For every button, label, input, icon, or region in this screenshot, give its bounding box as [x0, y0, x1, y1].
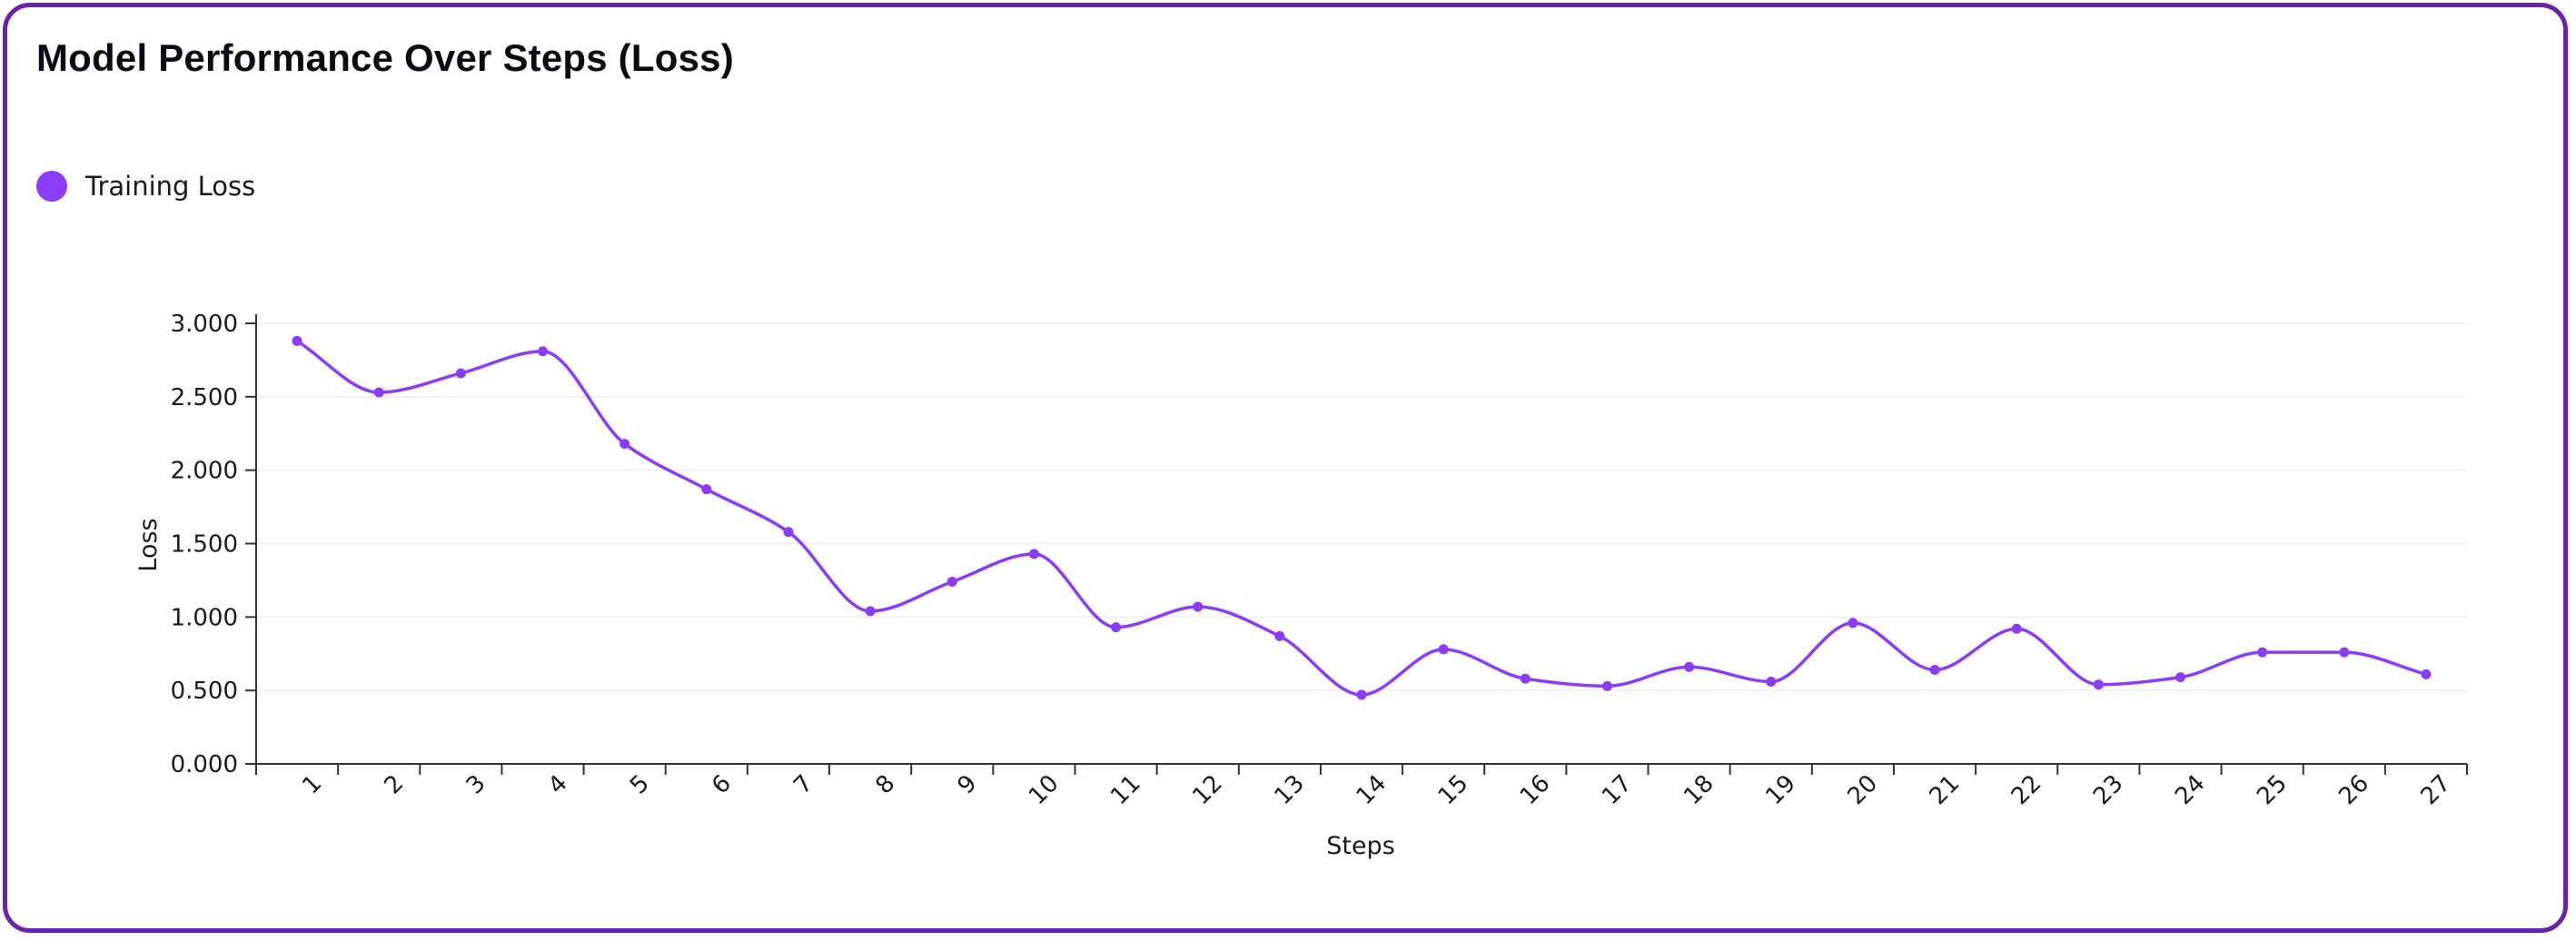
data-point[interactable]	[1601, 680, 1612, 691]
data-point[interactable]	[2175, 672, 2185, 683]
y-tick-label: 0.000	[171, 751, 238, 778]
data-point[interactable]	[701, 484, 712, 495]
data-point[interactable]	[2011, 623, 2022, 634]
x-tick-label: 24	[2170, 770, 2211, 811]
data-point[interactable]	[619, 439, 630, 450]
series-line-training-loss	[296, 339, 2427, 697]
data-point[interactable]	[1684, 661, 1695, 672]
x-tick-label: 11	[1105, 770, 1146, 811]
x-tick-label: 25	[2252, 770, 2293, 811]
data-point[interactable]	[455, 368, 466, 379]
x-tick-label: 9	[953, 770, 983, 800]
x-tick-label: 8	[870, 770, 900, 800]
data-point[interactable]	[292, 335, 302, 346]
data-point[interactable]	[783, 527, 794, 538]
data-point[interactable]	[1438, 644, 1449, 655]
data-point[interactable]	[2257, 647, 2268, 658]
points-layer	[292, 335, 2432, 700]
legend-label: Training Loss	[85, 171, 256, 202]
data-point[interactable]	[1520, 673, 1531, 684]
x-tick-label: 21	[1925, 770, 1966, 811]
x-tick-label: 15	[1433, 770, 1474, 811]
legend-swatch	[36, 171, 67, 202]
x-tick-label: 19	[1760, 770, 1801, 811]
x-tick-label: 12	[1187, 770, 1228, 811]
data-point[interactable]	[1848, 618, 1858, 629]
x-tick-label: 5	[625, 770, 655, 800]
data-point[interactable]	[946, 577, 957, 588]
data-point[interactable]	[1766, 676, 1777, 687]
y-tick-label: 1.500	[171, 531, 238, 559]
data-point[interactable]	[1193, 601, 1204, 612]
x-tick-label: 22	[2006, 770, 2047, 811]
x-tick-label: 1	[297, 770, 327, 800]
data-point[interactable]	[1028, 549, 1039, 560]
x-tick-label: 2	[380, 770, 410, 800]
data-point[interactable]	[2093, 679, 2104, 690]
legend[interactable]: Training Loss	[36, 171, 255, 202]
data-point[interactable]	[2339, 647, 2350, 658]
y-tick-label: 3.000	[171, 311, 238, 338]
y-axis-label: Loss	[134, 518, 163, 571]
y-tick-label: 2.500	[171, 384, 238, 411]
data-point[interactable]	[865, 606, 876, 617]
x-tick-label: 18	[1679, 770, 1719, 811]
y-tick-label: 0.500	[171, 678, 238, 705]
x-tick-label: 26	[2333, 770, 2374, 811]
x-tick-label: 17	[1597, 770, 1638, 811]
grid-lines	[256, 322, 2467, 692]
data-point[interactable]	[538, 346, 549, 357]
y-tick-label: 1.000	[171, 604, 238, 631]
x-tick-label: 13	[1269, 770, 1310, 811]
x-tick-label: 23	[2088, 770, 2129, 811]
series-layer	[296, 339, 2427, 697]
x-tick-label: 14	[1352, 770, 1392, 811]
x-tick-label: 6	[707, 770, 737, 800]
chart-card: Model Performance Over Steps (Loss) Trai…	[3, 3, 2568, 933]
data-point[interactable]	[373, 387, 384, 398]
data-point[interactable]	[1356, 689, 1367, 700]
x-tick-label: 16	[1515, 770, 1556, 811]
data-point[interactable]	[2421, 669, 2432, 679]
x-axis-label: Steps	[1326, 832, 1395, 860]
x-tick-label: 3	[461, 770, 491, 800]
data-point[interactable]	[1929, 665, 1940, 676]
data-point[interactable]	[1274, 630, 1285, 641]
x-tick-label: 27	[2416, 770, 2457, 811]
data-point[interactable]	[1111, 622, 1122, 633]
x-tick-label: 10	[1024, 770, 1065, 811]
x-tick-label: 4	[543, 770, 573, 800]
x-tick-label: 20	[1843, 770, 1884, 811]
y-tick-label: 2.000	[171, 458, 238, 485]
chart-title: Model Performance Over Steps (Loss)	[36, 36, 734, 79]
x-tick-label: 7	[788, 770, 818, 800]
